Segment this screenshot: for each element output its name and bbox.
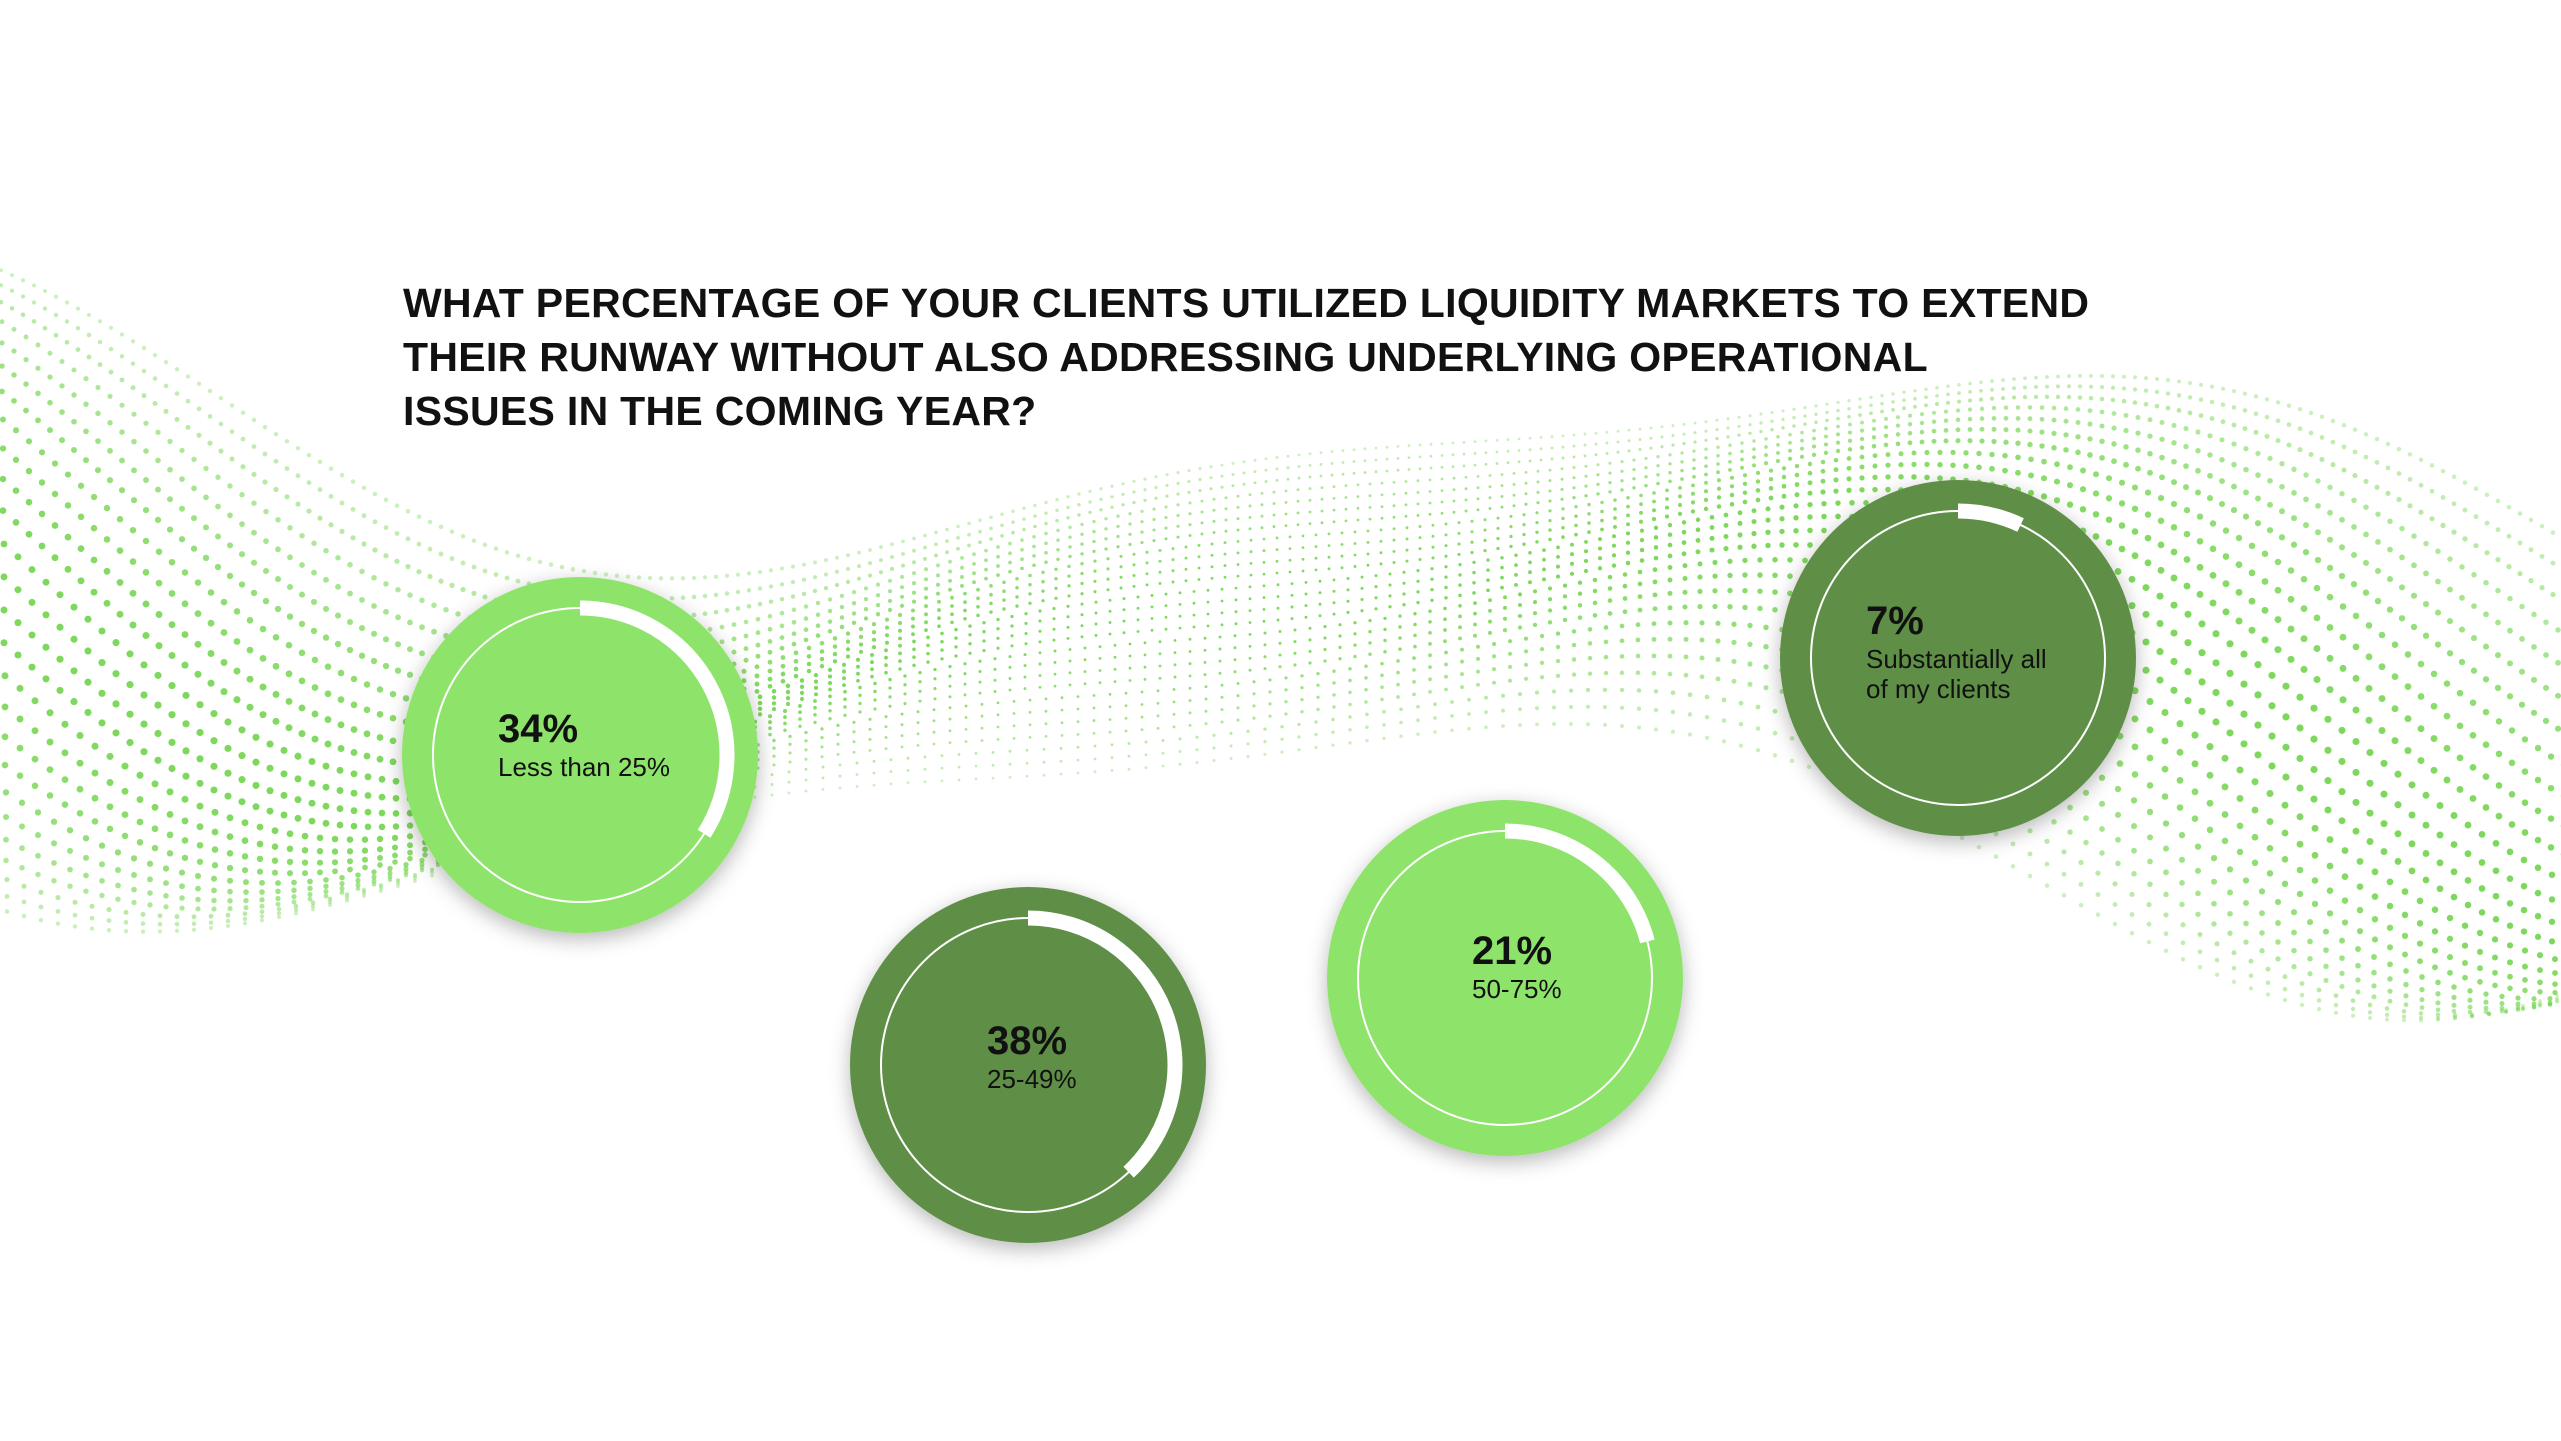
chart-title-line-3: ISSUES IN THE COMING YEAR? (403, 388, 1037, 434)
ring-progress-arc (1957, 503, 2024, 532)
ring-disc (402, 577, 758, 933)
ring-group (1780, 480, 2136, 836)
ring-disc (1780, 480, 2136, 836)
chart-title-line-1: WHAT PERCENTAGE OF YOUR CLIENTS UTILIZED… (403, 280, 2090, 326)
wave-dot-line (0, 319, 2561, 642)
ring-value-label: 34% (498, 707, 579, 751)
ring-label-50-75: 21% 50-75% (1472, 928, 1562, 1004)
chart-title-line-2: THEIR RUNWAY WITHOUT ALSO ADDRESSING UND… (403, 334, 1928, 380)
ring-value-label: 38% (987, 1019, 1068, 1063)
wave-dot-line (0, 299, 2556, 622)
ring-progress-arc (1504, 823, 1655, 944)
wave-dot-line (4, 722, 2559, 1023)
ring-progress-arc (1027, 910, 1183, 1178)
ring-label-substantially-all: 7% Substantially all of my clients (1866, 598, 2047, 704)
ring-disc (1327, 800, 1683, 1156)
ring-category-label: Less than 25% (498, 752, 671, 782)
ring-category-label: Substantially all of my clients (1866, 644, 2047, 704)
ring-group (850, 887, 1206, 1243)
ring-category-label: 25-49% (987, 1064, 1077, 1094)
ring-progress-arc (579, 600, 735, 838)
ring-value-label: 7% (1866, 599, 1924, 643)
wave-dot-line (0, 542, 2556, 945)
ring-label-less-than-25: 34% Less than 25% (498, 706, 670, 782)
ring-group (1327, 800, 1683, 1156)
wave-dot-line (0, 268, 2556, 581)
chart-title: WHAT PERCENTAGE OF YOUR CLIENTS UTILIZED… (403, 276, 2163, 438)
ring-value-label: 21% (1472, 929, 1553, 973)
ring-category-label: 50-75% (1472, 974, 1562, 1004)
ring-disc (850, 887, 1206, 1243)
ring-label-25-49: 38% 25-49% (987, 1018, 1077, 1094)
ring-group (402, 577, 758, 933)
